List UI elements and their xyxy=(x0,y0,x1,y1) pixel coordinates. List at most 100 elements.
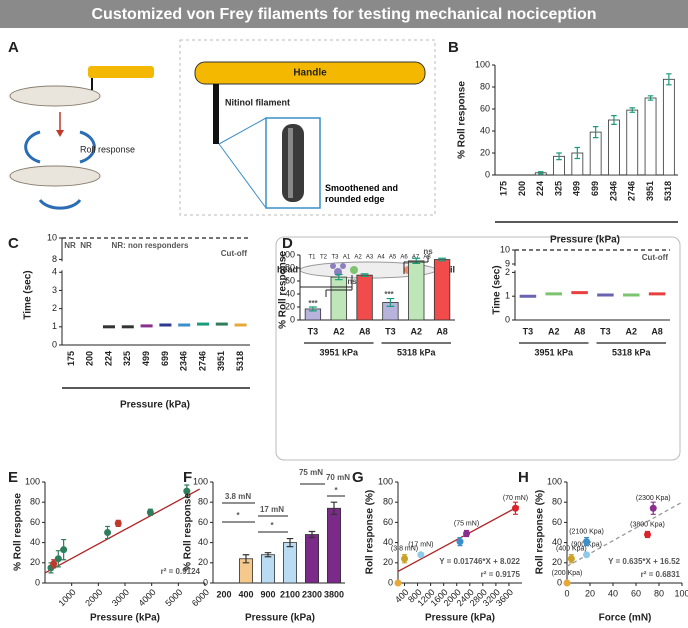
x-tick-label: A8 xyxy=(651,326,663,336)
y-tick-label: 100 xyxy=(378,476,393,486)
annotation: Y = 0.01746*X + 8.022 xyxy=(439,557,520,566)
x-tick-label: 6000 xyxy=(190,587,211,608)
panel-letter: G xyxy=(352,469,364,486)
label: Nitinol filament xyxy=(225,97,290,107)
y-axis-label: Time (sec) xyxy=(23,270,34,319)
data-point xyxy=(644,531,651,539)
annotation: r² = 0.9175 xyxy=(481,570,521,579)
y-tick-label: 0 xyxy=(388,577,393,587)
y-tick-label: 40 xyxy=(285,288,295,298)
bar xyxy=(356,274,373,321)
error-bar xyxy=(264,552,272,558)
x-tick-label: 175 xyxy=(499,181,509,196)
error-bar xyxy=(574,146,581,160)
data-point xyxy=(146,508,154,516)
x-tick-label: 3951 xyxy=(216,351,226,371)
data-point xyxy=(563,579,571,587)
y-tick-label: 8 xyxy=(52,254,57,264)
y-tick-label: 4 xyxy=(52,267,57,277)
y-tick-label: 80 xyxy=(198,497,208,507)
y-tick-label: 60 xyxy=(285,275,295,285)
annotation: * xyxy=(334,486,338,495)
x-tick-label: 2300 xyxy=(302,589,322,599)
panel-letter: F xyxy=(183,469,192,486)
y-tick-label: 9 xyxy=(505,258,510,268)
x-tick-label: T3 xyxy=(600,326,611,336)
y-axis-label: Time (sec) xyxy=(492,265,503,314)
x-tick-label: 40 xyxy=(608,588,618,598)
group-label: 3951 kPa xyxy=(534,347,574,357)
x-tick-label: 20 xyxy=(585,588,595,598)
y-tick-label: 60 xyxy=(552,517,562,527)
y-tick-label: 3 xyxy=(52,285,57,295)
y-tick-label: 80 xyxy=(480,81,490,91)
x-tick-label: A2 xyxy=(410,326,422,336)
error-bar xyxy=(666,73,672,86)
panel-d-frame xyxy=(275,236,681,461)
data-point xyxy=(394,579,402,587)
y-tick-label: 0 xyxy=(485,169,490,179)
x-tick-label: A2 xyxy=(625,326,637,336)
bar xyxy=(433,259,451,321)
x-axis-label: Force (mN) xyxy=(599,613,652,624)
x-tick-label: T3 xyxy=(523,326,534,336)
y-tick-label: 100 xyxy=(280,249,295,259)
x-tick-label: 900 xyxy=(260,589,275,599)
point-label: (3800 Kpa) xyxy=(630,521,665,528)
x-tick-label: 400 xyxy=(238,589,253,599)
x-tick-label: 224 xyxy=(535,181,545,196)
x-tick-label: A8 xyxy=(574,326,586,336)
x-tick-label: 0 xyxy=(564,588,569,598)
x-axis-label: Pressure (kPa) xyxy=(245,613,315,624)
x-tick-label: 1000 xyxy=(57,587,78,608)
bar xyxy=(644,97,657,176)
data-point xyxy=(583,538,591,546)
y-tick-label: 60 xyxy=(480,103,490,113)
panel-letter: C xyxy=(8,235,19,252)
bar xyxy=(662,78,675,176)
annotation: ns xyxy=(347,277,357,286)
annotation: NR xyxy=(64,241,76,250)
data-point xyxy=(463,530,471,538)
error-bar xyxy=(309,306,317,312)
y-tick-label: 60 xyxy=(198,517,208,527)
x-tick-label: 699 xyxy=(590,181,600,196)
annotation: * xyxy=(270,521,274,530)
x-tick-label: 200 xyxy=(517,181,527,196)
y-tick-label: 100 xyxy=(25,476,40,486)
data-point xyxy=(567,555,575,563)
segment-label: T2 xyxy=(320,255,328,261)
point-label: (200 Kpa) xyxy=(552,570,583,577)
fit-line xyxy=(44,488,200,574)
x-tick-label: 3000 xyxy=(110,587,131,608)
data-point xyxy=(114,519,122,527)
x-tick-label: A8 xyxy=(436,326,448,336)
point-label: (400 Kpa) xyxy=(556,546,587,553)
y-axis-label: % Roll response xyxy=(183,493,194,571)
panel-letter: D xyxy=(282,235,293,252)
y-tick-label: 40 xyxy=(198,537,208,547)
group-label: 5318 kPa xyxy=(612,347,652,357)
y-tick-label: 0 xyxy=(35,577,40,587)
error-bar xyxy=(556,152,562,161)
bar xyxy=(260,554,275,584)
data-point xyxy=(417,551,425,559)
data-point xyxy=(104,529,112,536)
error-bar xyxy=(538,171,544,175)
y-axis-label: % Roll response xyxy=(278,251,289,329)
segment-label: A2 xyxy=(354,255,362,261)
x-axis-label: Pressure (kPa) xyxy=(90,613,160,624)
y-tick-label: 80 xyxy=(552,497,562,507)
y-tick-label: 0 xyxy=(52,339,57,349)
x-tick-label: A8 xyxy=(359,326,371,336)
point-label: (2300 Kpa) xyxy=(636,495,671,502)
y-tick-label: 20 xyxy=(30,557,40,567)
x-tick-label: 2000 xyxy=(83,587,104,608)
x-tick-label: T3 xyxy=(308,326,319,336)
y-tick-label: 40 xyxy=(552,537,562,547)
segment-label: T1 xyxy=(308,255,316,261)
data-point xyxy=(50,560,58,568)
annotation: *** xyxy=(384,290,394,299)
y-axis-label: Roll response (%) xyxy=(365,490,376,574)
